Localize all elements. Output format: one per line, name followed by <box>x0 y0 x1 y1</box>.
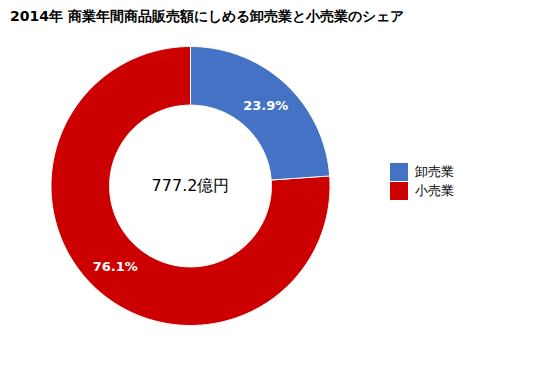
html-text:卸売業: 卸売業 <box>414 164 454 180</box>
svg-text:76.1%: 76.1% <box>93 259 138 274</box>
html-text:小売業: 小売業 <box>414 183 454 199</box>
html-text:2014年 商業年間商品販売額にしめる卸売業と小売業のシェア: 2014年 商業年間商品販売額にしめる卸売業と小売業のシェア <box>10 8 404 24</box>
svg-text:23.9%: 23.9% <box>243 98 288 113</box>
svg-text:777.2億円: 777.2億円 <box>152 176 230 195</box>
